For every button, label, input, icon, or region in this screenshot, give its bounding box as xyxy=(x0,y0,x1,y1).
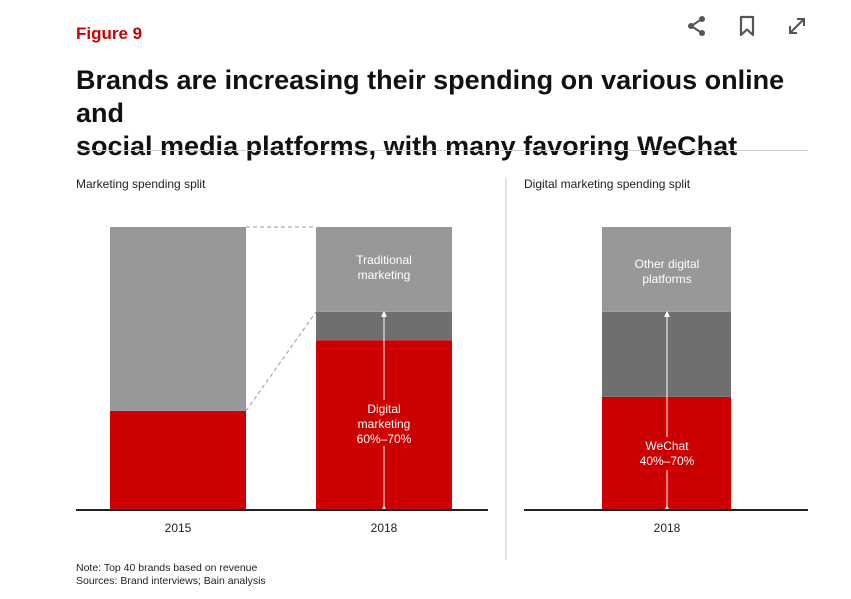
share-button[interactable] xyxy=(683,12,711,40)
label-traditional-1: Traditional xyxy=(356,253,412,267)
toolbar xyxy=(683,12,811,40)
chart-title: Brands are increasing their spending on … xyxy=(76,64,816,163)
right-panel-title: Digital marketing spending split xyxy=(524,177,691,191)
label-other-1: Other digital xyxy=(635,257,700,271)
bar-2018-traditional xyxy=(316,227,452,312)
title-divider xyxy=(76,150,808,151)
expand-button[interactable] xyxy=(783,12,811,40)
label-other-2: platforms xyxy=(642,272,691,286)
title-line-1: Brands are increasing their spending on … xyxy=(76,65,785,128)
label-wechat-bg xyxy=(632,437,702,470)
left-panel-title: Marketing spending split xyxy=(76,177,206,191)
title-line-2: social media platforms, with many favori… xyxy=(76,131,738,161)
bar-right-other xyxy=(602,227,731,312)
tick-label-2018-right: 2018 xyxy=(654,521,681,535)
label-digital-bg xyxy=(350,400,418,446)
label-traditional-2: marketing xyxy=(358,268,411,282)
tick-label-2015: 2015 xyxy=(165,521,192,535)
sources-text: Sources: Brand interviews; Bain analysis xyxy=(76,575,266,587)
bar-2015-traditional xyxy=(110,227,246,411)
label-digital-range: 60%–70% xyxy=(357,432,412,446)
expand-icon xyxy=(789,18,805,34)
bookmark-button[interactable] xyxy=(733,12,761,40)
label-digital-2: marketing xyxy=(358,417,411,431)
tick-label-2018-left: 2018 xyxy=(371,521,398,535)
bar-2015-digital xyxy=(110,410,246,510)
connector-diag xyxy=(245,311,317,412)
label-wechat-range: 40%–70% xyxy=(640,454,695,468)
figure-label: Figure 9 xyxy=(76,24,143,43)
label-digital-1: Digital xyxy=(367,402,400,416)
note-text: Note: Top 40 brands based on revenue xyxy=(76,562,258,574)
label-wechat-1: WeChat xyxy=(645,439,689,453)
footnote: Note: Top 40 brands based on revenue Sou… xyxy=(76,562,266,588)
share-icon xyxy=(688,16,705,36)
bookmark-icon xyxy=(739,15,755,37)
